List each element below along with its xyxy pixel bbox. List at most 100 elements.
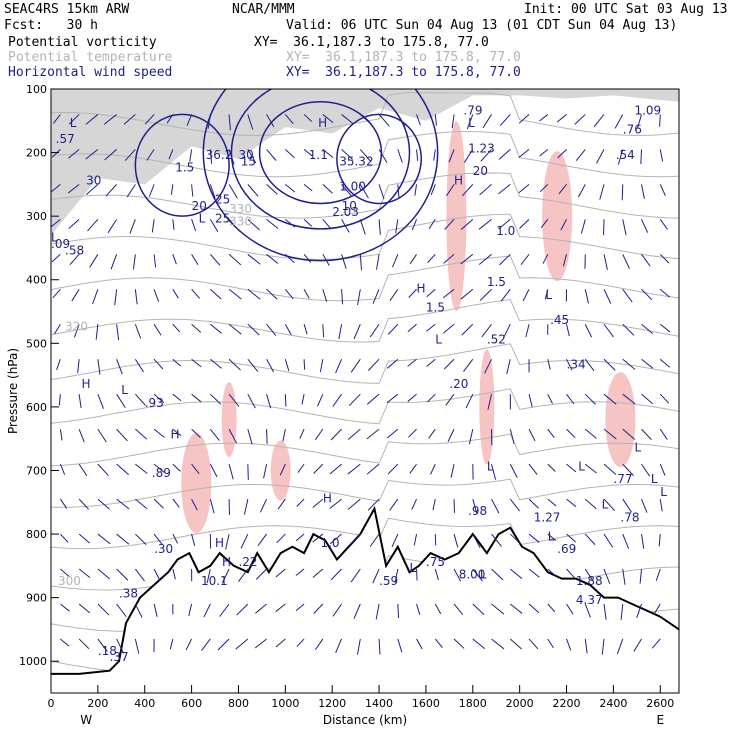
wind-arrow bbox=[116, 428, 128, 442]
wind-arrow bbox=[237, 568, 249, 583]
wind-arrow bbox=[153, 323, 162, 336]
wind-arrow bbox=[78, 463, 88, 476]
wind-arrow bbox=[247, 288, 261, 300]
field-theta-name: Potential temperature bbox=[8, 50, 173, 65]
wind-arrow bbox=[566, 498, 577, 508]
field-wind-name: Horizontal wind speed bbox=[8, 65, 173, 80]
wind-arrow bbox=[247, 253, 261, 265]
wind-arrow bbox=[584, 463, 597, 474]
wind-arrow bbox=[341, 254, 347, 269]
wind-arrow bbox=[228, 323, 242, 335]
wind-arrow bbox=[353, 603, 361, 619]
wind-arrow bbox=[479, 288, 492, 301]
wind-arrow bbox=[322, 219, 332, 230]
wind-arrow bbox=[603, 323, 614, 338]
wind-arrow bbox=[659, 393, 670, 404]
pv-contour-label: 1.0 bbox=[320, 536, 339, 550]
wind-arrow bbox=[282, 429, 286, 442]
wind-arrow bbox=[266, 218, 279, 229]
wind-arrow bbox=[491, 533, 502, 547]
wind-arrow bbox=[478, 218, 492, 230]
pv-contour-label: .57 bbox=[56, 132, 75, 146]
pv-contour-label: 1.27 bbox=[534, 510, 561, 524]
wind-arrow bbox=[153, 254, 157, 268]
wind-arrow bbox=[259, 498, 268, 513]
wind-arrow bbox=[124, 149, 136, 161]
x-tick-label: 400 bbox=[134, 697, 155, 710]
pv-shading-patch bbox=[446, 121, 467, 312]
wind-arrow bbox=[303, 289, 310, 299]
wind-arrow bbox=[332, 393, 342, 407]
wind-arrow bbox=[584, 603, 591, 618]
pv-contour-label: .18 bbox=[98, 644, 117, 658]
wind-arrow bbox=[539, 114, 549, 122]
wind-arrow bbox=[509, 533, 522, 545]
wind-arrow bbox=[60, 603, 70, 612]
center-name: NCAR/MMM bbox=[232, 2, 295, 17]
wind-arrow bbox=[389, 498, 399, 511]
pv-contour-label: .76 bbox=[623, 123, 642, 137]
extremum-marker: L bbox=[70, 116, 77, 130]
wind-arrow bbox=[378, 149, 388, 164]
wind-arrow bbox=[443, 358, 455, 370]
wind-arrow bbox=[416, 603, 421, 616]
wind-arrow bbox=[359, 184, 369, 199]
pv-contour-label: .45 bbox=[550, 313, 569, 327]
y-axis-label: Pressure (hPa) bbox=[6, 348, 20, 434]
wind-arrow bbox=[219, 603, 230, 617]
wind-arrow bbox=[603, 393, 617, 405]
y-tick-label: 1000 bbox=[19, 655, 47, 668]
wind-arrow bbox=[659, 428, 668, 440]
wind-arrow bbox=[430, 463, 436, 475]
wind-arrow bbox=[416, 114, 421, 126]
wind-arrow bbox=[479, 183, 492, 196]
wind-arrow bbox=[172, 323, 181, 333]
wind-arrow bbox=[659, 219, 668, 230]
wind-arrow bbox=[378, 638, 381, 655]
wind-arrow bbox=[509, 568, 523, 580]
wind-arrow bbox=[191, 498, 198, 511]
wind-arrow bbox=[446, 184, 455, 197]
wind-arrow bbox=[299, 428, 305, 439]
theta-isoline bbox=[51, 298, 679, 343]
wind-arrow bbox=[653, 603, 661, 615]
wind-arrow bbox=[266, 149, 277, 161]
wind-arrow bbox=[314, 428, 324, 441]
wind-arrow bbox=[266, 183, 278, 195]
wind-arrow bbox=[641, 288, 653, 301]
wind-arrow bbox=[518, 149, 530, 159]
wind-arrow bbox=[389, 288, 399, 302]
wind-arrow bbox=[603, 533, 614, 548]
extremum-marker: L bbox=[548, 529, 555, 543]
extremum-marker: H bbox=[171, 428, 180, 442]
wind-arrow bbox=[104, 149, 117, 161]
wind-arrow bbox=[322, 149, 334, 158]
wind-arrow bbox=[69, 253, 80, 266]
wind-arrow bbox=[203, 603, 211, 618]
wind-arrow bbox=[51, 149, 61, 158]
wind-arrow bbox=[266, 288, 278, 300]
wind-arrow bbox=[228, 463, 234, 480]
wind-arrow bbox=[116, 568, 129, 581]
wind-arrow bbox=[263, 464, 268, 479]
extremum-marker: L bbox=[468, 116, 475, 130]
wind-arrow bbox=[78, 394, 82, 409]
wind-arrow bbox=[303, 359, 306, 370]
wind-arrow bbox=[284, 114, 294, 125]
extremum-marker: H bbox=[318, 116, 327, 130]
wind-arrow bbox=[296, 638, 305, 647]
wind-arrow bbox=[85, 149, 99, 160]
y-tick-label: 700 bbox=[26, 464, 47, 477]
pv-contour-label: .69 bbox=[557, 542, 576, 556]
wind-arrow bbox=[601, 638, 605, 655]
wind-arrow bbox=[518, 183, 530, 194]
wind-arrow bbox=[169, 638, 174, 650]
wind-arrow bbox=[285, 218, 296, 228]
wind-arrow bbox=[547, 393, 553, 404]
field-wind-xy: XY= 36.1,187.3 to 175.8, 77.0 bbox=[286, 65, 521, 80]
wind-arrow bbox=[451, 114, 455, 129]
wind-arrow bbox=[639, 568, 643, 584]
wind-arrow bbox=[375, 603, 380, 620]
wind-arrow bbox=[129, 219, 136, 234]
wind-arrow bbox=[134, 603, 143, 618]
